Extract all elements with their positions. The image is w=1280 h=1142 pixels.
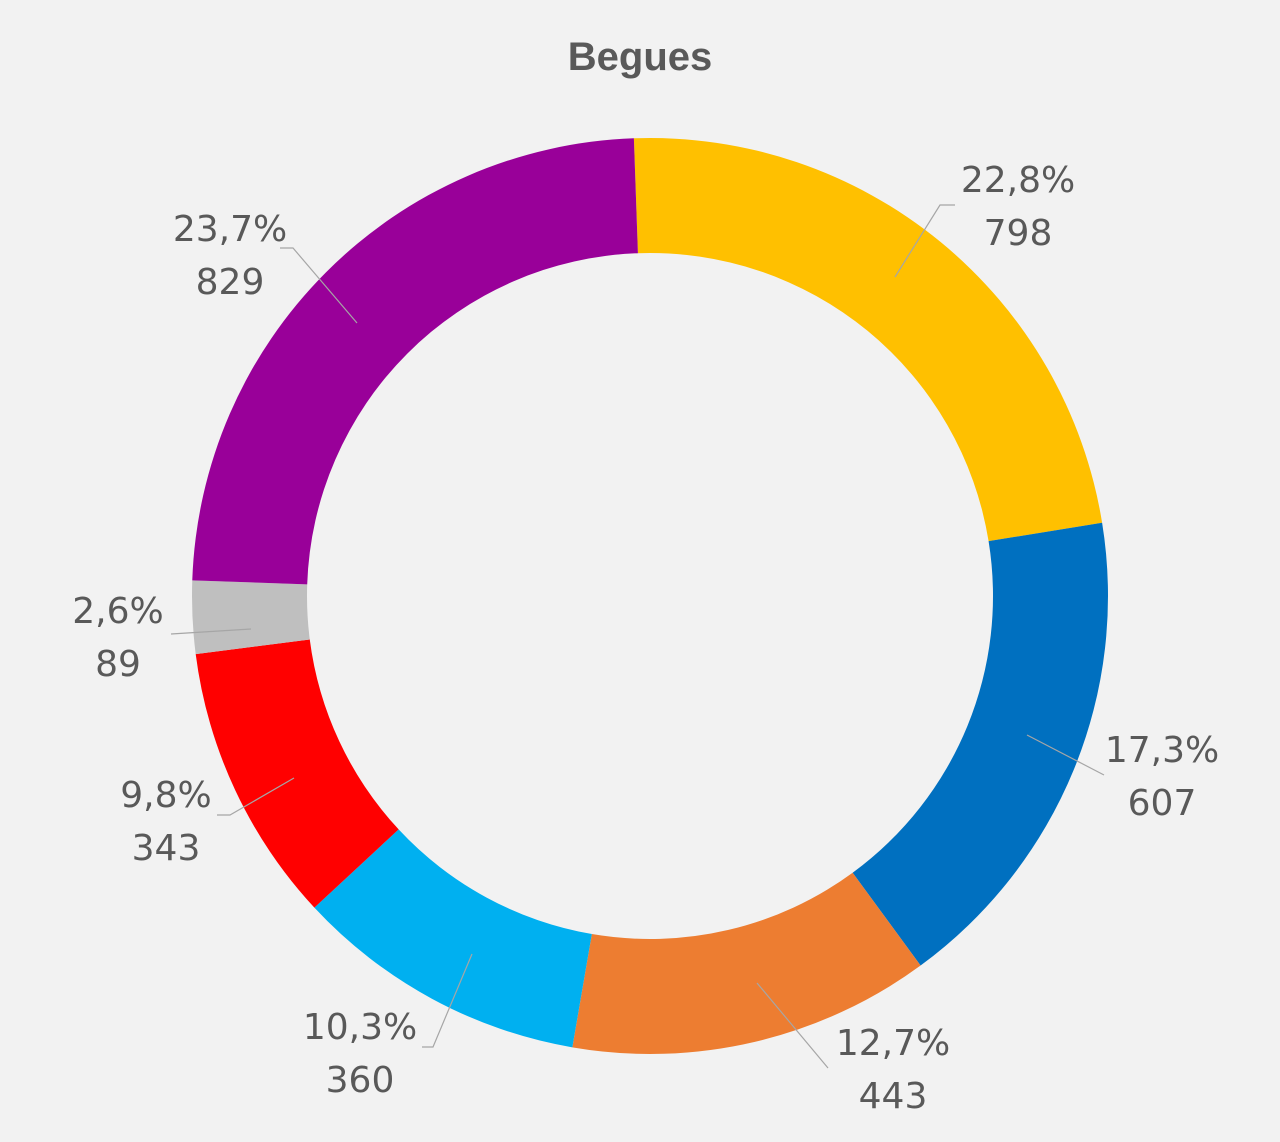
data-labels: 22,8% 798 17,3% 607 12,7% 443 10,3% 360 9,8% 343 2… [72, 160, 1219, 1117]
percent-label-6: 2,6% [72, 591, 163, 632]
percent-label-7: 23,7% [173, 209, 287, 250]
percent-label-3: 12,7% [836, 1023, 950, 1064]
value-label-6: 89 [95, 644, 141, 685]
value-label-4: 360 [326, 1060, 395, 1101]
leader-line-3 [756, 982, 829, 1069]
donut-slice-3 [572, 872, 921, 1054]
chart-title: Begues [568, 35, 713, 79]
value-label-1: 798 [984, 213, 1053, 254]
donut-slice-1 [633, 138, 1103, 542]
percent-label-4: 10,3% [303, 1007, 417, 1048]
donut-slice-7 [192, 138, 638, 585]
value-label-7: 829 [196, 262, 265, 303]
leader-line-7 [280, 247, 358, 324]
percent-label-1: 22,8% [961, 160, 1075, 201]
leader-line-6 [170, 628, 252, 635]
leader-line-5 [217, 777, 295, 816]
donut-slice-5 [195, 639, 399, 908]
leader-line-1 [894, 204, 955, 278]
leader-line-2 [1026, 734, 1105, 776]
donut-slices [191, 138, 1108, 1054]
leader-lines [170, 204, 1105, 1069]
value-label-5: 343 [132, 828, 201, 869]
donut-slice-6 [191, 580, 310, 655]
value-label-3: 443 [859, 1076, 928, 1117]
leader-line-4 [422, 953, 473, 1048]
percent-label-2: 17,3% [1105, 730, 1219, 771]
donut-slice-2 [852, 522, 1108, 966]
value-label-2: 607 [1128, 783, 1197, 824]
donut-slice-4 [314, 829, 592, 1048]
percent-label-5: 9,8% [120, 775, 211, 816]
